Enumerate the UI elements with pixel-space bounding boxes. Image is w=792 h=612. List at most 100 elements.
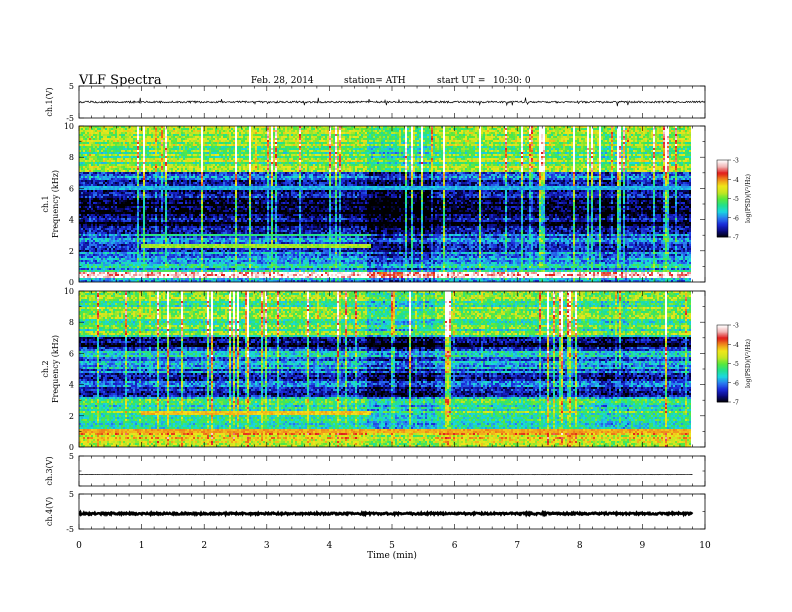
spec-cell xyxy=(405,128,407,130)
spec-cell xyxy=(645,128,647,130)
spec-cell xyxy=(445,128,447,130)
spec-cell xyxy=(197,130,199,132)
spec-cell xyxy=(415,128,417,130)
spec-cell xyxy=(623,128,625,130)
spec-cell xyxy=(185,128,187,130)
spec-cell xyxy=(635,128,637,130)
spec-cell xyxy=(195,128,197,130)
spec-cell xyxy=(685,128,687,130)
spec-cell xyxy=(639,128,641,130)
spec-cell xyxy=(157,130,159,132)
spec-cell xyxy=(657,128,659,130)
spec-cell xyxy=(625,128,627,130)
spec-cell xyxy=(185,130,187,132)
spec-cell xyxy=(305,130,307,132)
spec-cell xyxy=(241,130,243,132)
spec-cell xyxy=(117,130,119,132)
spec-cell xyxy=(475,128,477,130)
spec-cell xyxy=(549,128,551,130)
waveform-line xyxy=(79,98,705,107)
spec-cell xyxy=(307,128,309,130)
spec-cell xyxy=(223,130,225,132)
spec-cell xyxy=(177,128,179,130)
spec-cell xyxy=(245,130,247,132)
spec-cell xyxy=(557,128,559,130)
spec-cell xyxy=(95,128,97,130)
spec-cell xyxy=(207,130,209,132)
spec-cell xyxy=(615,128,617,130)
spec-cell xyxy=(99,130,101,132)
spec-cell xyxy=(211,128,213,130)
spec-cell xyxy=(451,128,453,130)
spec-cell xyxy=(531,128,533,130)
spec-cell xyxy=(651,128,653,130)
spec-cell xyxy=(107,130,109,132)
spec-cell xyxy=(423,128,425,130)
spec-cell xyxy=(275,130,277,132)
spec-cell xyxy=(197,128,199,130)
spec-cell xyxy=(507,128,509,130)
spec-cell xyxy=(337,128,339,130)
spec-cell xyxy=(159,128,161,130)
spec-cell xyxy=(621,128,623,130)
spec-cell xyxy=(345,128,347,130)
spec-cell xyxy=(199,130,201,132)
spec-cell xyxy=(175,128,177,130)
spec-cell xyxy=(101,128,103,130)
spec-cell xyxy=(211,130,213,132)
spec-cell xyxy=(299,130,301,132)
panel-layer xyxy=(79,98,705,515)
spec-cell xyxy=(447,128,449,130)
spec-cell xyxy=(689,128,691,130)
spec-cell xyxy=(593,128,595,130)
spec-cell xyxy=(181,130,183,132)
spec-cell xyxy=(105,128,107,130)
spec-cell xyxy=(145,128,147,130)
spec-cell xyxy=(139,128,141,130)
spec-cell xyxy=(535,128,537,130)
spec-cell xyxy=(111,128,113,130)
spec-cell xyxy=(237,130,239,132)
spec-cell xyxy=(135,128,137,130)
spec-cell xyxy=(483,128,485,130)
spec-cell xyxy=(223,128,225,130)
spec-cell xyxy=(263,128,265,130)
spec-cell xyxy=(167,130,169,132)
spec-cell xyxy=(433,128,435,130)
spec-cell xyxy=(119,130,121,132)
spec-cell xyxy=(371,128,373,130)
spec-cell xyxy=(93,130,95,132)
spec-cell xyxy=(311,130,313,132)
spec-cell xyxy=(381,128,383,130)
spec-cell xyxy=(683,128,685,130)
spec-cell xyxy=(239,128,241,130)
spec-cell xyxy=(375,128,377,130)
spec-cell xyxy=(469,128,471,130)
spec-cell xyxy=(301,130,303,132)
spec-cell xyxy=(585,128,587,130)
spec-cell xyxy=(161,128,163,130)
spec-cell xyxy=(655,128,657,130)
spec-cell xyxy=(113,128,115,130)
spec-cell xyxy=(143,128,145,130)
spec-cell xyxy=(439,128,441,130)
spec-cell xyxy=(259,128,261,130)
spec-cell xyxy=(85,130,87,132)
spec-cell xyxy=(369,128,371,130)
spec-cell xyxy=(125,130,127,132)
spec-cell xyxy=(523,128,525,130)
spec-cell xyxy=(349,128,351,130)
spec-cell xyxy=(261,130,263,132)
spec-cell xyxy=(363,128,365,130)
spec-cell xyxy=(319,130,321,132)
spec-cell xyxy=(103,130,105,132)
spec-cell xyxy=(599,128,601,130)
spec-cell xyxy=(361,128,363,130)
spec-cell xyxy=(213,128,215,130)
spec-cell xyxy=(153,130,155,132)
spec-cell xyxy=(613,128,615,130)
spec-cell xyxy=(237,128,239,130)
spec-cell xyxy=(525,128,527,130)
spec-cell xyxy=(273,128,275,130)
spec-cell xyxy=(305,128,307,130)
